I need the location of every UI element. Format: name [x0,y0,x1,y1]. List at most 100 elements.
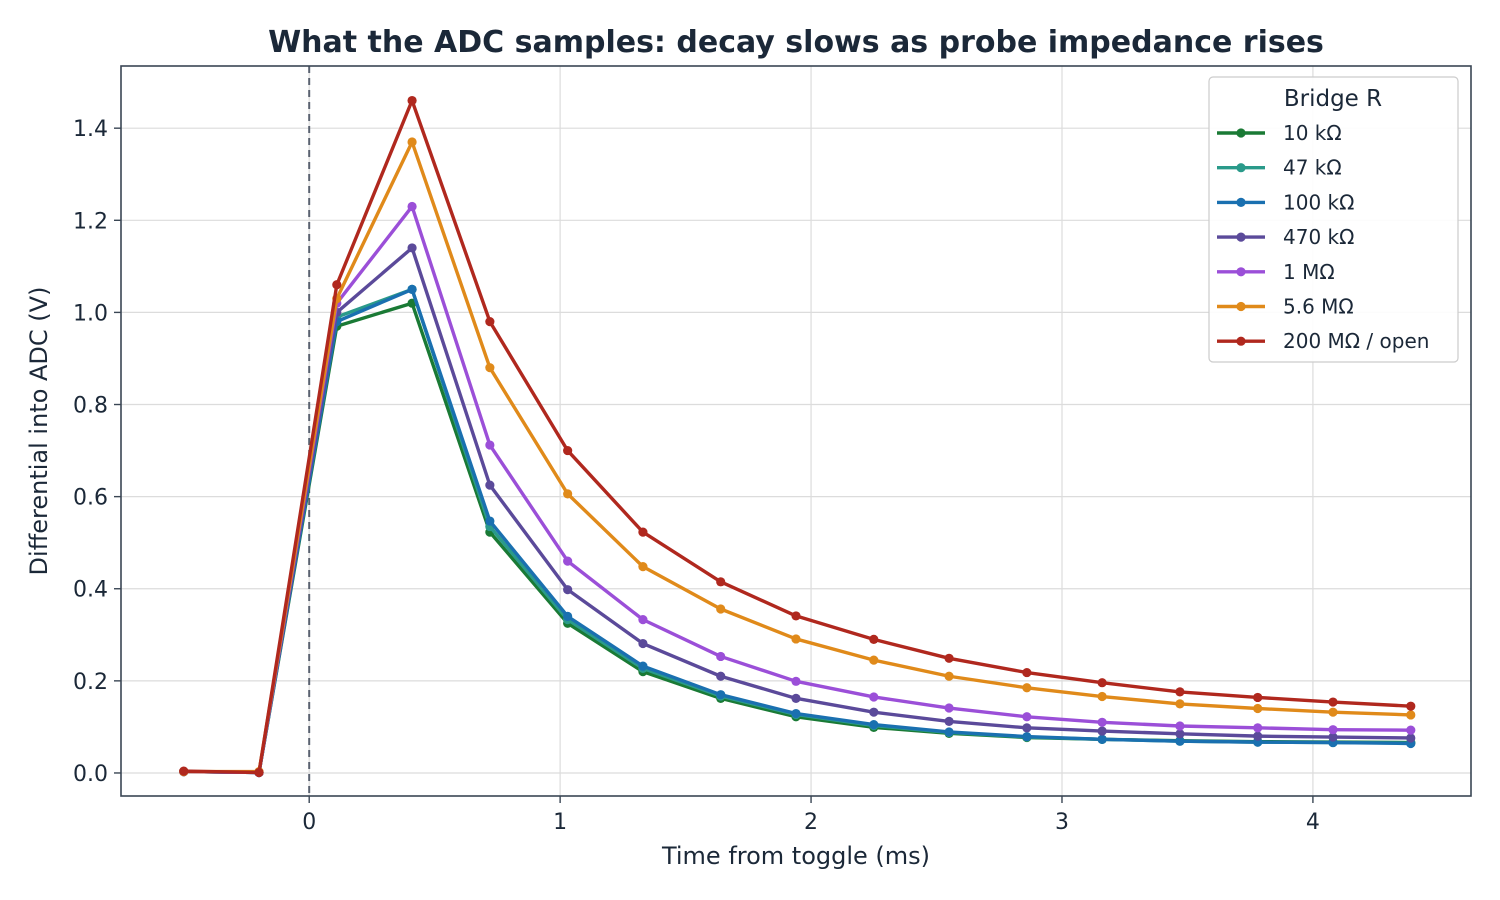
legend-label: 200 MΩ / open [1283,329,1429,353]
legend-title: Bridge R [1284,86,1382,112]
data-point [1175,687,1185,697]
legend-item: 1 MΩ [1217,260,1335,284]
data-point [1097,691,1107,702]
legend-item: 470 kΩ [1217,225,1354,249]
data-point [1022,667,1032,678]
data-point [944,703,954,713]
data-point [1253,723,1263,733]
y-tick-label: 0.8 [73,394,108,419]
legend-box [1208,76,1459,363]
x-tick-label: 3 [1055,810,1069,835]
data-point [716,690,726,700]
y-tick-label: 1.4 [73,117,108,142]
series-4 [179,201,1416,778]
data-point [332,280,342,290]
data-point [1253,703,1263,714]
x-axis-label: Time from toggle (ms) [661,842,930,870]
data-point [1175,729,1185,739]
data-point [407,95,417,106]
data-point [179,766,189,776]
data-point [485,317,495,327]
legend-item: 47 kΩ [1217,156,1342,180]
data-point [1406,701,1416,711]
y-tick-label: 1.0 [73,301,108,326]
data-point [485,363,495,373]
series-6 [179,95,1416,778]
x-tick-label: 2 [804,810,818,835]
data-point [1022,723,1032,733]
data-point [563,585,573,595]
data-point [716,651,726,662]
data-point [791,676,801,686]
data-point [563,489,573,499]
legend-label: 100 kΩ [1283,190,1354,214]
data-point [1328,725,1338,735]
x-tick-label: 1 [553,810,567,835]
x-tick-label: 0 [302,810,316,835]
x-tick-label: 4 [1306,810,1320,835]
data-point [1097,678,1107,688]
legend-swatch-marker [1236,197,1246,207]
legend-item: 200 MΩ / open [1217,329,1429,353]
data-point [1253,731,1263,741]
data-point [1175,699,1185,709]
data-point [638,527,648,537]
data-point [1328,707,1338,717]
data-point [716,604,726,614]
data-point [869,720,879,730]
data-point [563,556,573,566]
data-point [1097,734,1107,744]
data-point [1175,721,1185,731]
series-layer [179,95,1416,778]
data-point [1022,731,1032,742]
legend-swatch-marker [1236,232,1246,242]
data-point [1328,697,1338,707]
y-tick-label: 1.2 [73,209,108,234]
data-point [1406,733,1416,743]
legend-label: 47 kΩ [1283,156,1342,180]
legend-label: 5.6 MΩ [1283,295,1354,319]
y-tick-label: 0.2 [73,670,108,695]
legend-label: 10 kΩ [1283,121,1342,145]
data-point [1406,725,1416,735]
y-tick-label: 0.0 [73,762,108,787]
data-point [791,693,801,703]
legend-swatch-marker [1236,301,1246,312]
legend-items: 10 kΩ 47 kΩ 100 kΩ 470 kΩ 1 MΩ 5.6 MΩ 200 MΩ /… [1217,121,1429,353]
data-point [869,707,879,717]
data-point [869,692,879,702]
data-point [407,284,417,294]
data-point [791,634,801,644]
data-point [1022,712,1032,722]
y-tick-label: 0.4 [73,578,108,603]
data-point [638,615,648,625]
data-point [485,440,495,450]
data-point [407,201,417,212]
data-point [485,516,495,526]
legend-label: 1 MΩ [1283,260,1335,284]
data-point [407,243,417,253]
data-point [791,708,801,719]
data-point [1097,717,1107,727]
y-axis-label: Differential into ADC (V) [25,287,53,576]
legend-swatch-marker [1236,336,1246,346]
data-point [485,480,495,490]
data-point [638,562,648,572]
y-tick-label: 0.6 [73,486,108,511]
data-point [1406,710,1416,720]
legend-swatch-marker [1236,267,1246,277]
data-point [1328,732,1338,742]
data-point [254,767,264,778]
data-point [1022,683,1032,693]
data-point [944,716,954,726]
chart-title: What the ADC samples: decay slows as pro… [268,25,1324,60]
data-point [869,655,879,665]
legend-item: 10 kΩ [1217,121,1342,145]
legend-label: 470 kΩ [1283,225,1354,249]
data-point [716,671,726,681]
data-point [716,577,726,587]
plot-frame [120,65,1472,797]
legend-swatch-marker [1236,163,1246,173]
legend-item: 5.6 MΩ [1217,295,1354,319]
